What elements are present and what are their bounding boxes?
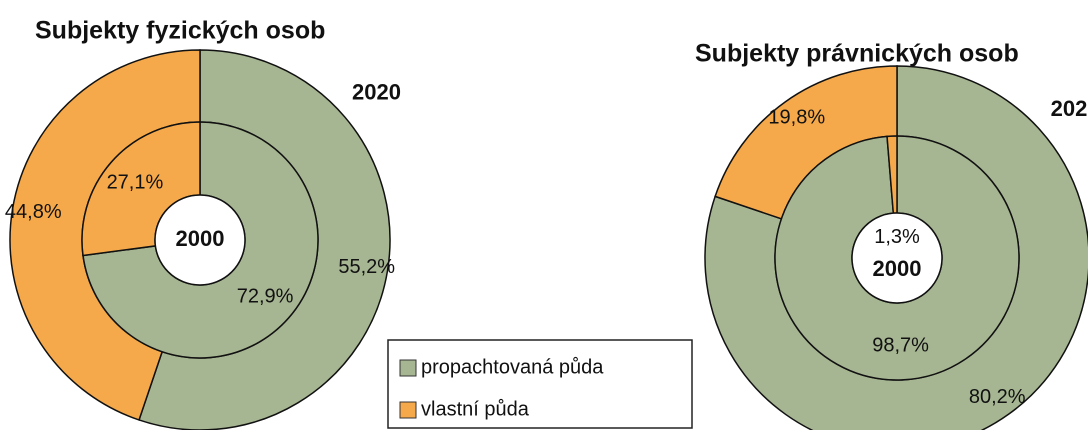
value-label: 1,3% [874,226,920,248]
legend-swatch [399,359,417,377]
ring-label: 2000 [873,256,922,281]
ring-label: 2000 [176,226,225,251]
legend-label: propachtovaná půda [421,356,604,378]
legend-swatch [399,401,417,419]
value-label: 44,8% [5,201,62,223]
value-label: 98,7% [872,335,929,357]
legend-box [387,339,693,429]
hole [851,212,943,304]
value-label: 72,9% [237,285,294,307]
chart-title: Subjekty právnických osob [695,40,1019,68]
ring-label: 2020 [1051,96,1088,121]
ring-label: 2020 [352,80,401,105]
hole [154,194,246,286]
value-label: 19,8% [768,106,825,128]
legend-label: vlastní půda [421,398,530,420]
chart-title: Subjekty fyzických osob [35,17,325,45]
value-label: 55,2% [338,256,395,278]
value-label: 80,2% [969,386,1026,408]
value-label: 27,1% [107,171,164,193]
